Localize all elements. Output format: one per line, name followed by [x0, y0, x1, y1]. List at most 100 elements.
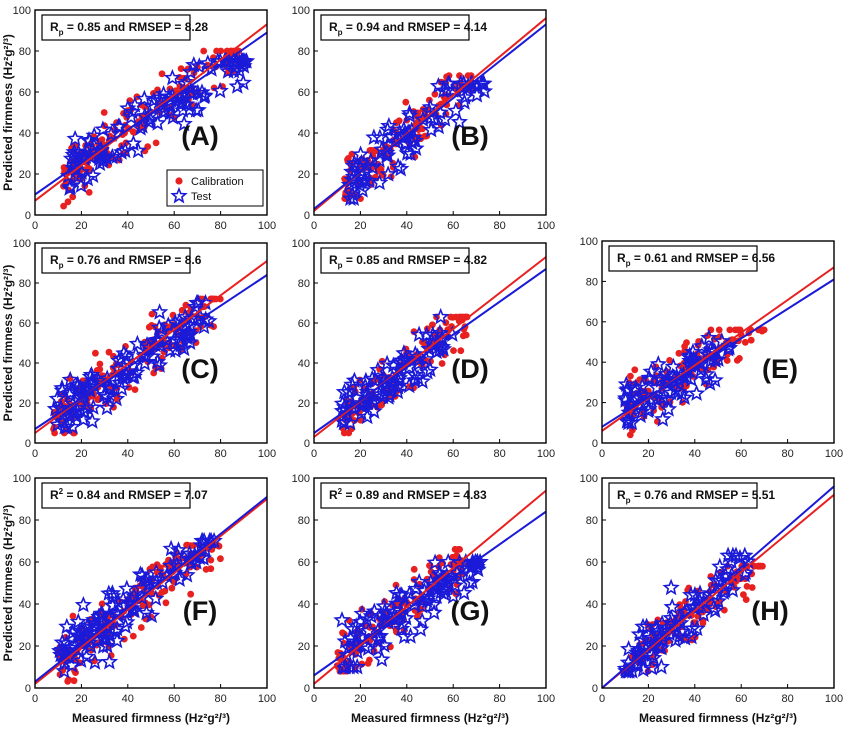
test-point — [135, 89, 154, 107]
y-tick-label: 0 — [592, 438, 598, 450]
test-point — [373, 140, 391, 158]
x-tick-label: 40 — [401, 448, 413, 460]
y-tick-label: 60 — [586, 317, 598, 329]
test-point — [352, 404, 371, 421]
calibration-point — [720, 606, 728, 614]
test-point — [370, 385, 389, 403]
panel-label: (C) — [181, 354, 218, 384]
calibration-point — [410, 565, 418, 573]
test-point — [432, 307, 450, 325]
x-tick-label: 60 — [447, 448, 459, 460]
test-point — [94, 629, 112, 647]
test-point — [344, 189, 363, 207]
test-point — [634, 660, 652, 678]
test-point — [681, 351, 699, 369]
calibration-point — [450, 347, 457, 354]
panel-label: (F) — [183, 596, 217, 626]
test-point — [66, 147, 84, 165]
test-point — [370, 151, 389, 168]
test-point — [436, 110, 454, 127]
x-tick-label: 40 — [689, 693, 701, 705]
test-point — [102, 125, 121, 142]
panel-label: (B) — [451, 121, 488, 151]
test-point — [116, 141, 134, 159]
test-point — [358, 407, 376, 425]
test-point — [621, 395, 639, 412]
test-point — [351, 145, 370, 162]
test-point — [175, 339, 193, 357]
test-point — [463, 556, 482, 573]
x-tick-label: 100 — [825, 448, 843, 460]
y-tick-label: 80 — [19, 46, 31, 58]
y-tick-label: 40 — [298, 128, 310, 140]
y-axis-label: Predicted firmness (Hz²g²/³) — [1, 505, 15, 662]
test-point — [98, 398, 116, 416]
x-tick-label: 40 — [122, 448, 134, 460]
test-point — [688, 619, 706, 637]
stat-box — [608, 245, 758, 272]
test-point — [183, 84, 202, 102]
test-point — [154, 85, 173, 102]
test-point — [100, 652, 119, 670]
test-point — [627, 378, 645, 396]
test-point — [84, 398, 102, 415]
calibration-point — [683, 339, 690, 346]
x-tick-label: 80 — [214, 220, 226, 232]
stat-text: Rp = 0.85 and RMSEP = 4.82 — [329, 253, 487, 270]
y-tick-label: 60 — [586, 557, 598, 569]
calibration-point — [364, 660, 372, 667]
panel-label: (G) — [451, 596, 490, 626]
y-tick-label: 60 — [19, 318, 31, 330]
x-tick-label: 80 — [781, 693, 793, 705]
calibration-point — [715, 326, 723, 334]
y-tick-label: 20 — [19, 641, 31, 653]
test-point — [652, 638, 671, 656]
test-point — [196, 540, 215, 557]
x-tick-label: 60 — [735, 693, 747, 705]
x-tick-label: 40 — [122, 220, 134, 232]
test-point — [80, 377, 98, 395]
test-point — [164, 108, 182, 125]
test-point — [74, 596, 93, 613]
calibration-point — [734, 326, 742, 334]
calibration-point — [743, 583, 751, 590]
test-point — [96, 385, 114, 403]
test-point — [380, 116, 398, 134]
test-point — [623, 662, 642, 679]
calibration-point — [158, 70, 166, 78]
y-tick-label: 100 — [13, 238, 31, 250]
test-point — [425, 603, 443, 621]
x-tick-label: 100 — [258, 693, 276, 705]
test-point — [347, 617, 365, 634]
test-point — [663, 597, 681, 615]
calibration-point — [207, 565, 215, 573]
test-point — [234, 52, 253, 69]
stat-box — [320, 247, 470, 274]
test-point — [51, 645, 70, 663]
test-point — [659, 391, 677, 408]
test-point — [175, 114, 193, 132]
test-point — [705, 598, 723, 616]
test-point — [123, 102, 141, 120]
y-axis-label: Predicted firmness (Hz²g²/³) — [1, 265, 15, 422]
x-tick-label: 60 — [735, 448, 747, 460]
test-point — [378, 354, 396, 372]
test-point — [92, 606, 111, 623]
test-point — [683, 619, 702, 637]
y-tick-label: 100 — [580, 473, 598, 485]
test-point — [61, 370, 79, 388]
panel-c: 00 20 20 40 40 60 60 80 80 100 100 Rp = 0.76 and RM… — [1, 238, 276, 460]
test-point — [53, 379, 71, 396]
calibration-point — [60, 202, 67, 210]
test-point — [421, 360, 439, 378]
test-point — [82, 365, 101, 383]
y-tick-label: 60 — [298, 87, 310, 99]
calibration-point — [438, 360, 446, 367]
calibration-point — [207, 556, 215, 564]
test-point — [128, 334, 147, 352]
test-point — [234, 73, 252, 91]
test-point — [172, 335, 190, 353]
y-tick-label: 40 — [19, 358, 31, 370]
test-point — [451, 74, 470, 92]
panel-label: (D) — [451, 354, 488, 384]
